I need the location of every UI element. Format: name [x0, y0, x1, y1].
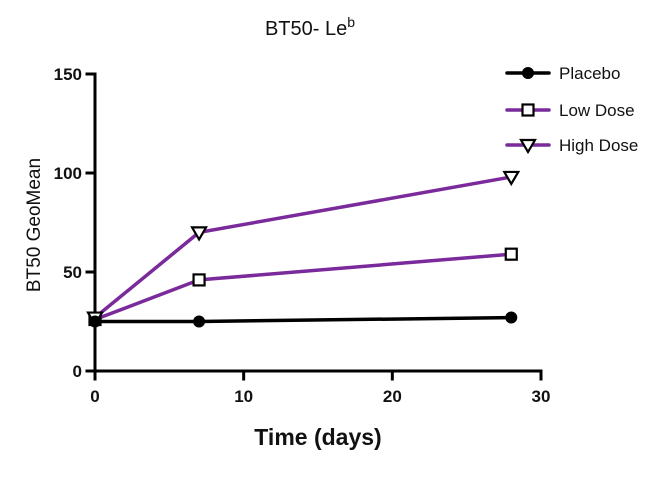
data-point-high-dose: [190, 226, 208, 242]
data-point-low-dose: [504, 247, 518, 261]
y-tick-label: 100: [54, 164, 82, 183]
legend: Placebo Low Dose High Dose: [505, 64, 638, 155]
legend-label-high-dose: High Dose: [559, 136, 638, 155]
x-axis-label: Time (days): [254, 424, 381, 450]
series-low-dose: [88, 247, 518, 327]
x-tick-label: 20: [383, 387, 402, 406]
data-point-placebo: [505, 311, 518, 324]
legend-label-placebo: Placebo: [559, 64, 620, 83]
data-point-placebo: [193, 315, 206, 328]
legend-marker-placebo: [522, 67, 534, 79]
legend-label-low-dose: Low Dose: [559, 101, 635, 120]
series-placebo: [89, 311, 518, 328]
x-tick-label: 30: [532, 387, 551, 406]
legend-item-placebo: Placebo: [505, 64, 620, 83]
chart-title-superscript: b: [347, 14, 355, 30]
legend-marker-high-dose: [519, 138, 537, 155]
y-tick-label: 0: [73, 362, 82, 381]
series-line-low-dose: [93, 252, 514, 322]
data-point-placebo: [89, 315, 101, 328]
x-tick-label: 0: [90, 387, 99, 406]
legend-item-low-dose: Low Dose: [505, 101, 635, 120]
y-axis-label: BT50 GeoMean: [24, 158, 45, 292]
axes: 0 50 100 150 0 10 20 30: [54, 65, 551, 406]
legend-marker-low-dose: [521, 103, 535, 117]
legend-item-high-dose: High Dose: [505, 136, 638, 155]
x-tick-label: 10: [234, 387, 253, 406]
y-tick-label: 50: [63, 263, 82, 282]
chart-title: BT50- Leb: [265, 14, 355, 40]
series-layer: [86, 170, 521, 328]
chart-title-main: BT50- Le: [265, 18, 347, 40]
series-high-dose: [86, 170, 521, 327]
y-tick-label: 150: [54, 65, 82, 84]
series-line-placebo: [93, 315, 514, 324]
data-point-low-dose: [192, 273, 206, 287]
data-point-high-dose: [502, 170, 521, 187]
